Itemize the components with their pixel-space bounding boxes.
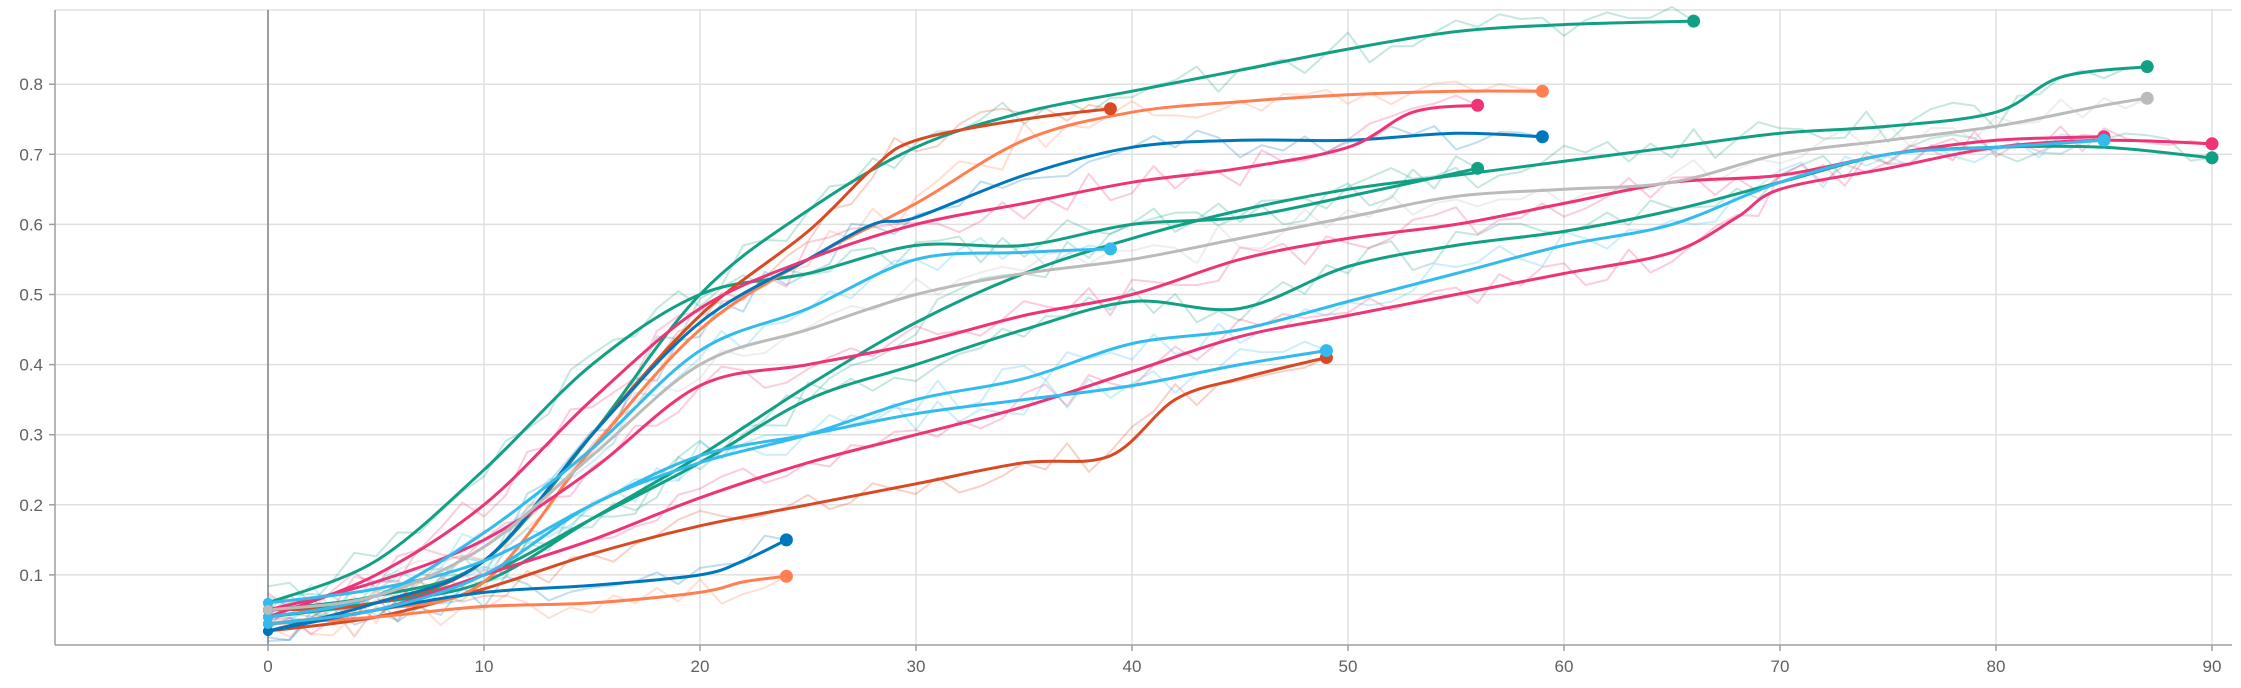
series-end-point-10[interactable] — [1471, 98, 1485, 112]
axes-layer — [49, 10, 2232, 651]
x-tick-label: 60 — [1555, 657, 1574, 676]
series-start-point-15 — [263, 597, 273, 608]
series-end-point-0[interactable] — [1687, 14, 1701, 28]
x-tick-label: 30 — [907, 657, 926, 676]
y-tick-label: 0.8 — [19, 75, 43, 94]
y-tick-label: 0.4 — [19, 356, 43, 375]
series-start-point-14 — [263, 618, 273, 629]
series-start-point-13 — [263, 611, 273, 622]
endpoint-markers — [263, 14, 2219, 636]
series-end-point-13[interactable] — [1103, 242, 1117, 256]
series-raw-line-3 — [267, 132, 2213, 613]
series-raw-line-0 — [267, 5, 1695, 629]
series-line-12 — [266, 135, 2106, 612]
series-line-6 — [266, 89, 1544, 626]
series-end-point-11[interactable] — [2205, 137, 2219, 151]
y-tick-label: 0.6 — [19, 215, 43, 234]
x-tick-label: 80 — [1987, 657, 2006, 676]
series-raw-line-5 — [267, 356, 1327, 638]
series-line-2 — [266, 166, 1480, 605]
y-tick-label: 0.7 — [19, 145, 43, 164]
y-tick-label: 0.5 — [19, 286, 43, 305]
series-line-11 — [266, 138, 2214, 626]
series-raw-line-10 — [267, 94, 1479, 618]
series-end-point-15[interactable] — [1319, 344, 1333, 358]
series-line-13 — [266, 247, 1112, 619]
x-tick-label: 0 — [263, 657, 272, 676]
y-tick-label: 0.3 — [19, 426, 43, 445]
series-end-point-9[interactable] — [779, 533, 793, 547]
series-line-8 — [266, 131, 1544, 633]
x-tick-label: 40 — [1123, 657, 1142, 676]
series-end-point-8[interactable] — [1535, 130, 1549, 144]
series-end-point-1[interactable] — [2140, 60, 2154, 74]
series-raw-line-6 — [267, 80, 1543, 638]
y-tick-label: 0.1 — [19, 566, 43, 585]
series-end-point-7[interactable] — [779, 569, 793, 583]
series-raw-line-8 — [267, 125, 1543, 642]
x-tick-label: 20 — [691, 657, 710, 676]
series-end-point-6[interactable] — [1535, 84, 1549, 98]
series-start-point-9 — [263, 625, 273, 636]
series-end-point-2[interactable] — [1471, 161, 1485, 175]
series-end-point-4[interactable] — [1103, 102, 1117, 116]
series-raw-line-12 — [267, 130, 2105, 614]
x-tick-label: 70 — [1771, 657, 1790, 676]
series-line-1 — [266, 65, 2149, 619]
series-line-7 — [266, 574, 788, 626]
series-line-16 — [266, 96, 2149, 612]
x-tick-label: 90 — [2203, 657, 2222, 676]
series-end-point-3[interactable] — [2205, 151, 2219, 165]
series-raw-line-13 — [267, 236, 1111, 630]
series-line-15 — [266, 349, 1328, 605]
y-tick-label: 0.2 — [19, 496, 43, 515]
series-end-point-16[interactable] — [2140, 91, 2154, 105]
series-line-10 — [266, 103, 1480, 619]
tick-labels: 0 10 20 30 40 50 60 70 80 90 0.1 0.2 0.3 0.4 0.5 0.6 0.7… — [19, 75, 2221, 676]
x-tick-label: 50 — [1339, 657, 1358, 676]
series-raw-line-2 — [267, 155, 1479, 604]
series-layer — [266, 19, 2214, 633]
series-start-point-16 — [263, 604, 273, 615]
x-tick-label: 10 — [475, 657, 494, 676]
series-end-point-14[interactable] — [2097, 133, 2111, 147]
